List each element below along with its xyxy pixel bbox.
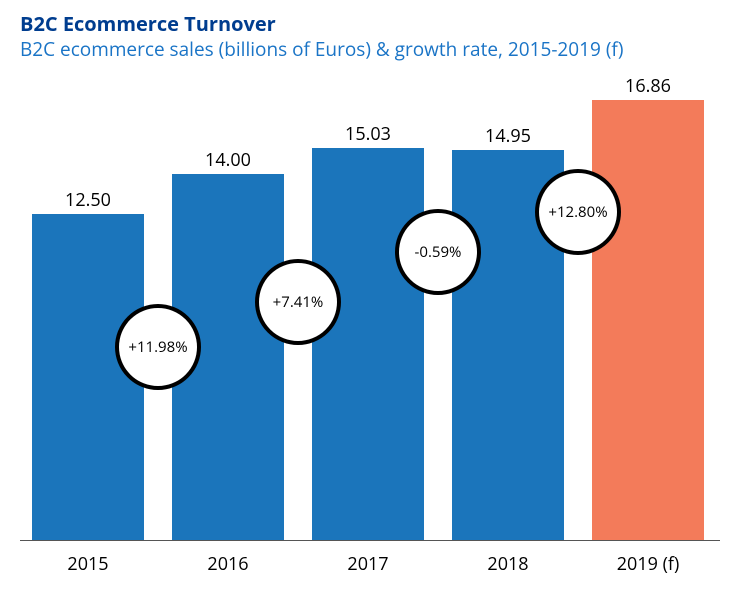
bar: 15.03 <box>312 148 424 540</box>
bar-value-label: 16.86 <box>592 74 704 98</box>
growth-circle: +7.41% <box>255 259 341 345</box>
growth-text: +11.98% <box>128 337 187 357</box>
chart-title: B2C Ecommerce Turnover <box>20 10 276 37</box>
bar-value-label: 14.95 <box>452 124 564 148</box>
bar-value-label: 14.00 <box>172 148 284 172</box>
growth-text: +7.41% <box>273 292 324 312</box>
growth-text: +12.80% <box>548 202 607 222</box>
x-axis-label: 2017 <box>298 552 438 576</box>
x-axis-label: 2015 <box>18 552 158 576</box>
bar: 16.86 <box>592 100 704 540</box>
x-axis-label: 2016 <box>158 552 298 576</box>
growth-text: -0.59% <box>415 242 462 262</box>
chart-subtitle: B2C ecommerce sales (billions of Euros) … <box>20 36 623 62</box>
x-axis-label: 2019 (f) <box>578 552 718 576</box>
growth-circle: +12.80% <box>535 169 621 255</box>
chart-stage: B2C Ecommerce Turnover B2C ecommerce sal… <box>0 0 740 608</box>
growth-circle: -0.59% <box>395 209 481 295</box>
x-axis-label: 2018 <box>438 552 578 576</box>
growth-circle: +11.98% <box>115 304 201 390</box>
bar-value-label: 12.50 <box>32 188 144 212</box>
bar-value-label: 15.03 <box>312 122 424 146</box>
chart-plot-area: 12.50 14.00 15.03 14.95 16.86 <box>20 70 720 541</box>
